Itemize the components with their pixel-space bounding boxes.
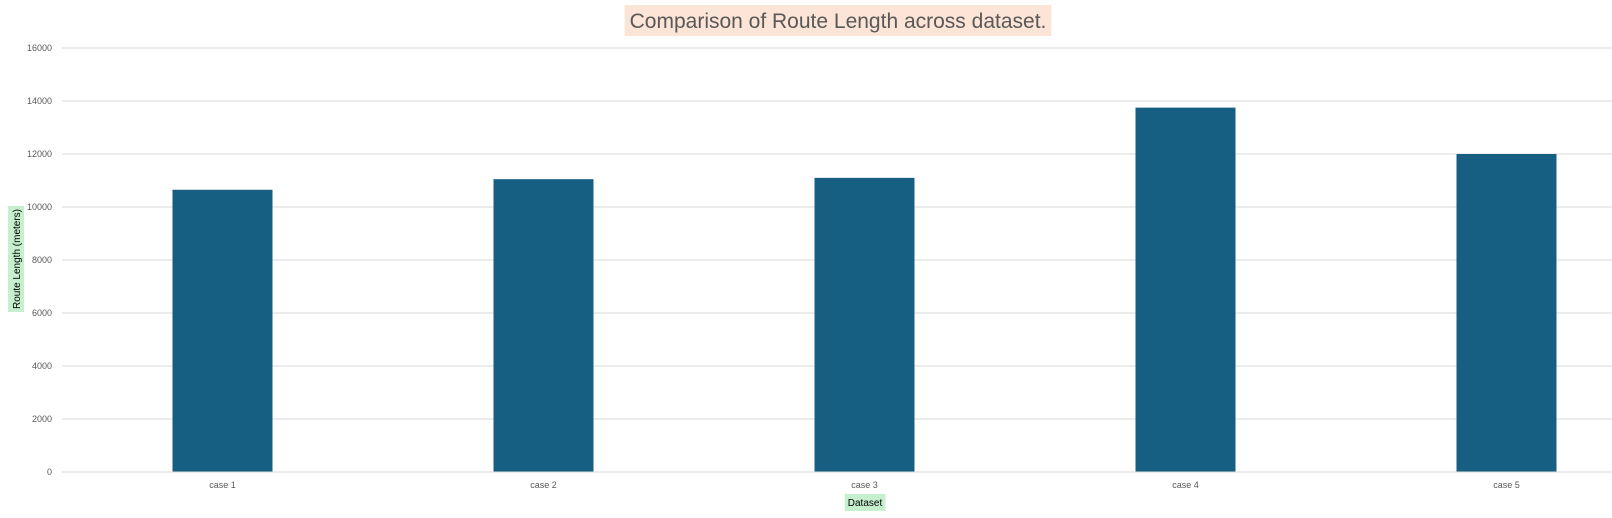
x-axis-label-group: Dataset [844, 494, 886, 511]
x-tick-label: case 3 [851, 480, 878, 490]
bar-case-2 [493, 179, 594, 473]
x-axis-label: Dataset [848, 498, 883, 509]
bar-case-4 [1135, 107, 1236, 472]
chart-title-background [624, 5, 1052, 36]
bar-case-3 [814, 177, 915, 472]
y-axis-label: Route Length (meters) [12, 209, 23, 309]
y-tick-label: 10000 [27, 202, 52, 212]
y-tick-label: 2000 [32, 414, 52, 424]
x-tick-label: case 1 [209, 480, 236, 490]
x-tick-label: case 4 [1172, 480, 1199, 490]
y-tick-label: 16000 [27, 43, 52, 53]
y-tick-label: 0 [47, 467, 52, 477]
y-axis-label-group: Route Length (meters) [8, 205, 24, 313]
bar-case-5 [1456, 154, 1557, 472]
x-tick-label: case 2 [530, 480, 557, 490]
y-tick-label: 4000 [32, 361, 52, 371]
y-axis-ticks: 0 2000 4000 6000 8000 10000 12000 14000 16000 [27, 43, 52, 477]
bars [172, 107, 1557, 473]
y-tick-label: 8000 [32, 255, 52, 265]
y-axis-label-background [8, 205, 24, 313]
y-tick-label: 12000 [27, 149, 52, 159]
x-axis-label-background [844, 494, 886, 511]
chart-title: Comparison of Route Length across datase… [630, 10, 1047, 33]
x-tick-label: case 5 [1493, 480, 1520, 490]
x-axis-ticks: case 1 case 2 case 3 case 4 case 5 [209, 480, 1520, 490]
bar-case-1 [172, 189, 273, 472]
y-tick-label: 14000 [27, 96, 52, 106]
y-tick-label: 6000 [32, 308, 52, 318]
